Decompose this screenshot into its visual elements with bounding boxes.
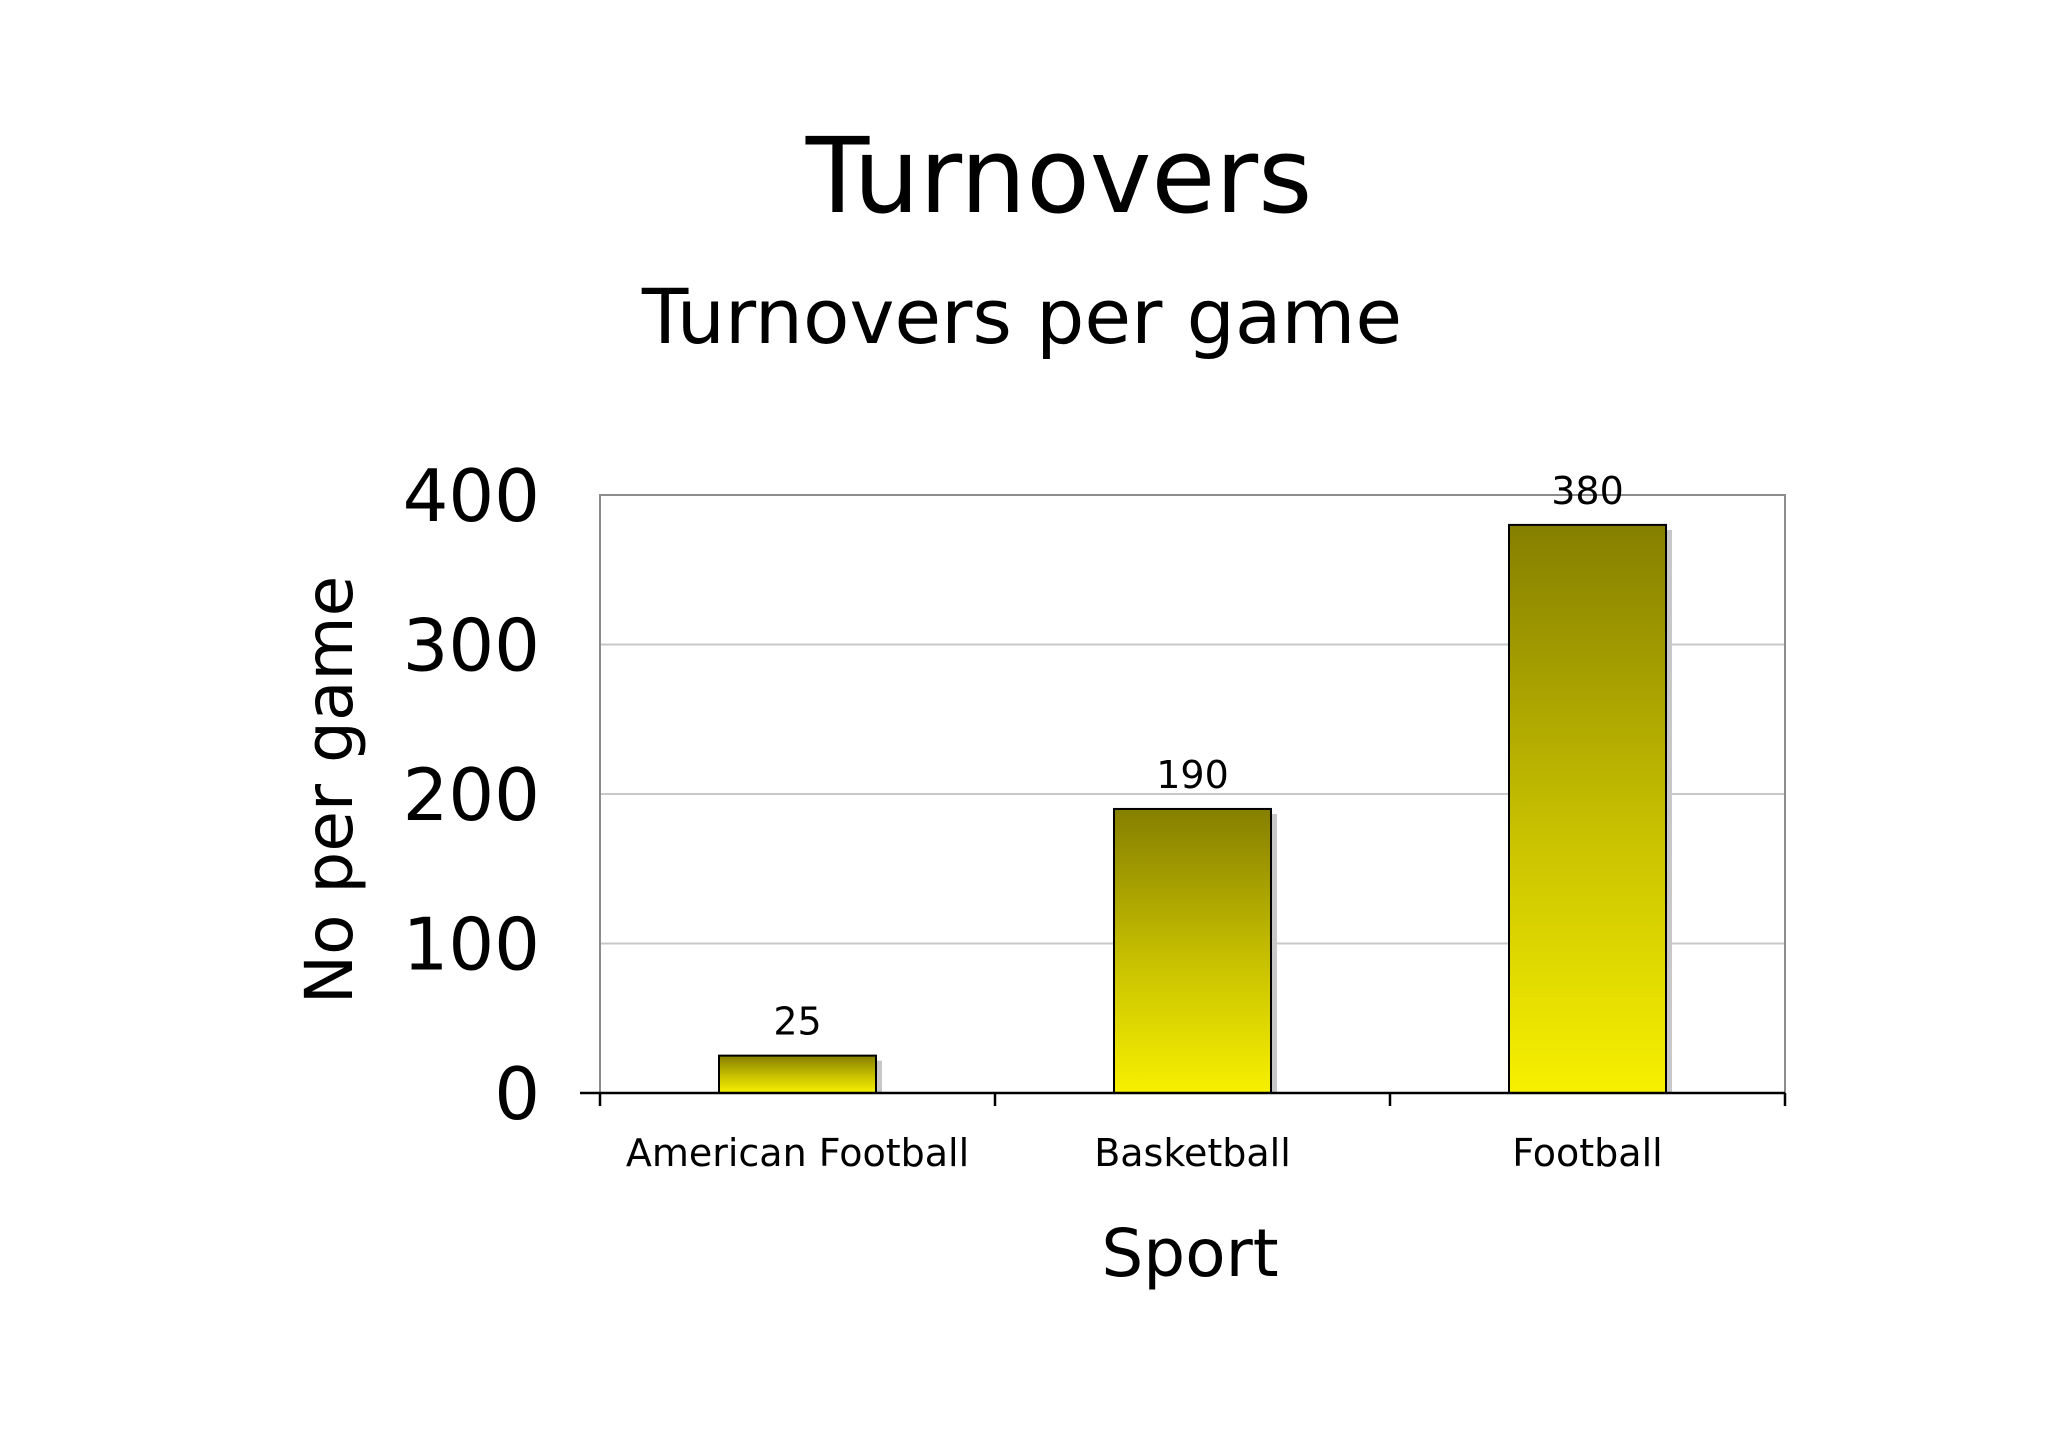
y-tick-label: 0 xyxy=(494,1052,540,1136)
chart-title: Turnovers per game xyxy=(641,272,1402,361)
slide-title: Turnovers xyxy=(805,115,1313,237)
x-axis-title: Sport xyxy=(1101,1215,1278,1292)
data-labels: 25 190 380 xyxy=(773,469,1623,1044)
x-tick-label: American Football xyxy=(626,1131,969,1175)
bars xyxy=(718,523,1672,1094)
data-label: 190 xyxy=(1156,753,1229,797)
bar-american-football xyxy=(718,1054,877,1094)
x-tick-label: Football xyxy=(1512,1131,1662,1175)
y-tick-labels: 0 100 200 300 400 xyxy=(403,454,540,1136)
axes xyxy=(580,1091,1787,1106)
y-tick-label: 200 xyxy=(403,753,540,837)
x-tick-label: Basketball xyxy=(1094,1131,1291,1175)
bar-football xyxy=(1508,523,1667,1094)
data-label: 380 xyxy=(1551,469,1624,513)
x-tick-labels: American Football Basketball Football xyxy=(626,1131,1663,1175)
y-tick-label: 100 xyxy=(403,903,540,987)
data-label: 25 xyxy=(773,1000,821,1044)
y-axis-title: No per game xyxy=(291,576,368,1005)
y-tick-label: 300 xyxy=(403,604,540,688)
y-tick-label: 400 xyxy=(403,454,540,538)
bar-basketball xyxy=(1113,807,1272,1094)
